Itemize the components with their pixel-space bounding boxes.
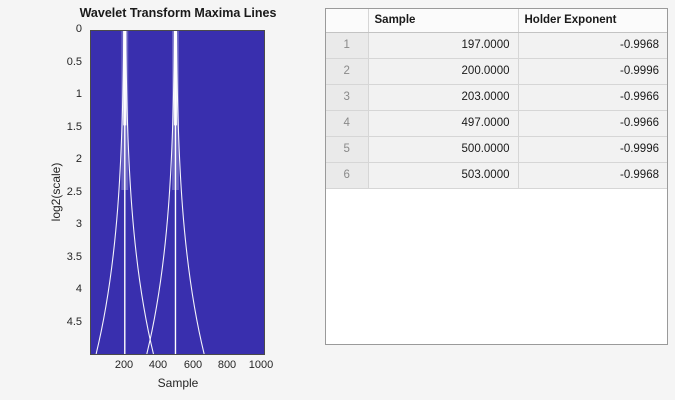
y-tick: 2 [75, 153, 82, 165]
cell-sample[interactable]: 503.0000 [368, 162, 519, 189]
col-header-sample: Sample [368, 9, 519, 33]
cell-holder-exponent[interactable]: -0.9968 [518, 162, 667, 189]
table-header-row: Sample Holder Exponent [326, 9, 667, 33]
cell-holder-exponent[interactable]: -0.9966 [518, 110, 667, 137]
cell-holder-exponent[interactable]: -0.9966 [518, 84, 667, 111]
y-tick: 1.5 [66, 121, 82, 133]
row-number: 5 [326, 136, 369, 163]
y-tick: 4.5 [66, 316, 82, 328]
cell-sample[interactable]: 497.0000 [368, 110, 519, 137]
col-header-holder-exponent: Holder Exponent [518, 9, 667, 33]
holder-exponent-table: Sample Holder Exponent 1 197.0000 -0.996… [325, 8, 668, 345]
col-header-rownum [326, 9, 369, 33]
table-row: 5 500.0000 -0.9996 [326, 136, 667, 163]
table-row: 2 200.0000 -0.9996 [326, 58, 667, 85]
cell-sample[interactable]: 500.0000 [368, 136, 519, 163]
y-tick: 3.5 [66, 251, 82, 263]
row-number: 3 [326, 84, 369, 111]
x-tick: 400 [148, 359, 168, 371]
cell-sample[interactable]: 200.0000 [368, 58, 519, 85]
row-number: 1 [326, 32, 369, 59]
y-tick: 2.5 [66, 186, 82, 198]
row-number: 4 [326, 110, 369, 137]
table-row: 6 503.0000 -0.9968 [326, 162, 667, 189]
x-tick: 800 [217, 359, 237, 371]
y-tick: 3 [75, 218, 82, 230]
table-row: 4 497.0000 -0.9966 [326, 110, 667, 137]
y-tick-labels: 0 0.5 1 1.5 2 2.5 3 3.5 4 4.5 [0, 23, 85, 355]
table-row: 1 197.0000 -0.9968 [326, 32, 667, 59]
cell-sample[interactable]: 197.0000 [368, 32, 519, 59]
cell-holder-exponent[interactable]: -0.9996 [518, 136, 667, 163]
y-tick: 4 [75, 283, 82, 295]
row-number: 6 [326, 162, 369, 189]
plot-title: Wavelet Transform Maxima Lines [79, 6, 277, 20]
x-tick: 1000 [248, 359, 274, 371]
y-tick: 0.5 [66, 56, 82, 68]
x-tick-labels: 200 400 600 800 1000 [90, 359, 273, 373]
cell-holder-exponent[interactable]: -0.9996 [518, 58, 667, 85]
y-tick: 0 [75, 23, 82, 35]
x-tick: 200 [114, 359, 134, 371]
x-axis-label: Sample [157, 376, 199, 390]
cell-sample[interactable]: 203.0000 [368, 84, 519, 111]
maxima-lines-svg [95, 31, 205, 354]
x-tick: 600 [183, 359, 203, 371]
row-number: 2 [326, 58, 369, 85]
plot-axes [90, 30, 265, 355]
data-table: Sample Holder Exponent 1 197.0000 -0.996… [326, 9, 667, 189]
table-row: 3 203.0000 -0.9966 [326, 84, 667, 111]
y-tick: 1 [75, 88, 82, 100]
cell-holder-exponent[interactable]: -0.9968 [518, 32, 667, 59]
